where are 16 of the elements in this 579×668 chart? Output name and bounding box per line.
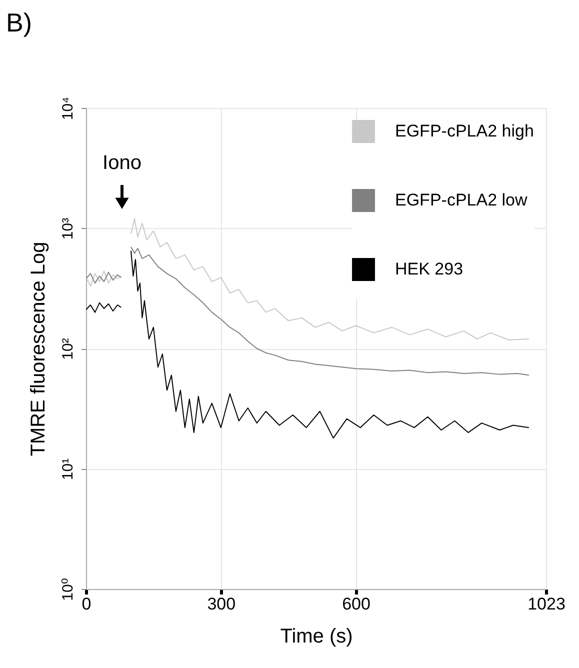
annotation: Iono [102,152,142,174]
x-tick-label: 1023 [528,594,566,614]
x-tick-label: 0 [82,594,92,614]
y-tick-label: 10³ [60,218,76,240]
legend-label: EGFP-cPLA2 high [395,122,534,140]
y-axis-title: TMRE fluorescence Log [28,242,50,456]
x-axis-title: Time (s) [280,626,353,648]
x-tick-label: 300 [207,594,236,614]
y-tick-label: 10⁰ [60,578,76,601]
y-tick-label: 10⁴ [60,96,76,120]
y-tick-label: 10¹ [60,458,76,480]
legend-label: EGFP-cPLA2 low [395,190,528,210]
y-tick-label: 10² [60,338,76,360]
legend-label: HEK 293 [395,260,464,278]
x-tick-label: 600 [342,594,370,614]
chart-title: B) [6,7,32,38]
